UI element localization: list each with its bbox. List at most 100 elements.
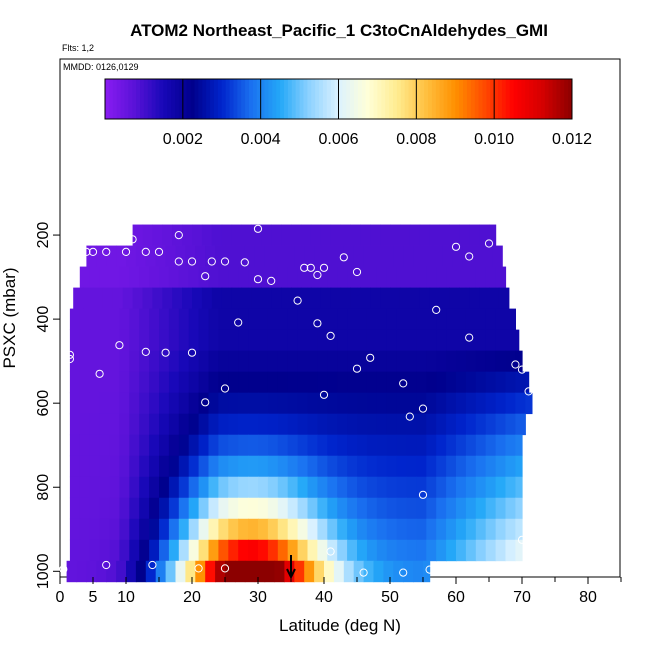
heatmap-cell	[314, 245, 325, 267]
heatmap-cell	[89, 308, 101, 331]
heatmap-cell	[159, 371, 170, 394]
heatmap-cell	[267, 455, 279, 478]
heatmap-cell	[109, 539, 120, 562]
heatmap-cell	[198, 434, 210, 457]
heatmap-cell	[69, 392, 81, 415]
observation-point	[326, 331, 335, 340]
heatmap-cell	[386, 455, 398, 478]
observation-point	[88, 247, 98, 256]
heatmap-cell	[79, 329, 91, 352]
heatmap-cell	[446, 413, 457, 436]
heatmap-cell	[515, 413, 526, 436]
heatmap-cell	[396, 434, 408, 457]
observation-point	[220, 384, 230, 393]
heatmap-cell	[436, 329, 447, 352]
heatmap-cell	[297, 539, 309, 562]
heatmap-cell	[347, 539, 358, 562]
heatmap-cell	[178, 476, 190, 499]
chart-title: ATOM2 Northeast_Pacific_1 C3toCnAldehyde…	[130, 21, 548, 40]
observation-point	[187, 257, 197, 266]
heatmap-cell	[149, 476, 160, 499]
colorbar-cell	[385, 79, 390, 119]
heatmap-cell	[168, 434, 180, 457]
heatmap-cell	[495, 350, 507, 373]
colorbar-cell	[252, 79, 258, 119]
heatmap-cell	[376, 266, 388, 288]
heatmap-cell	[386, 392, 398, 415]
heatmap-cell	[505, 518, 516, 541]
colorbar-cell	[287, 79, 293, 119]
heatmap-cell	[228, 266, 239, 288]
heatmap-cell	[89, 266, 101, 288]
heatmap-cell	[175, 560, 186, 583]
colorbar-cell	[357, 79, 363, 119]
heatmap-cell	[139, 371, 150, 394]
observation-point	[399, 568, 408, 577]
y-tick-label: 1000	[35, 553, 52, 589]
heatmap-cell	[168, 266, 180, 288]
heatmap-cell	[337, 413, 348, 436]
heatmap-cell	[505, 455, 516, 478]
heatmap-cell	[413, 560, 424, 583]
heatmap-cell	[475, 518, 487, 541]
heatmap-cell	[277, 518, 289, 541]
heatmap-cell	[139, 497, 150, 520]
heatmap-cell	[89, 497, 101, 520]
heatmap-cell	[218, 413, 229, 436]
heatmap-cell	[485, 392, 497, 415]
heatmap-cell	[287, 434, 299, 457]
observation-point	[141, 347, 150, 356]
heatmap-cell	[357, 329, 368, 352]
heatmap-cell	[195, 245, 206, 267]
heatmap-cell	[139, 350, 150, 373]
heatmap-cell	[287, 350, 299, 373]
heatmap-cell	[380, 287, 391, 310]
heatmap-cell	[386, 434, 398, 457]
heatmap-cell	[116, 245, 127, 267]
heatmap-cell	[132, 224, 144, 246]
heatmap-cell	[198, 413, 210, 436]
heatmap-cell	[505, 413, 516, 436]
colorbar-cell	[389, 79, 394, 119]
heatmap-cell	[258, 455, 269, 478]
heatmap-cell	[396, 539, 408, 562]
observation-point	[306, 263, 315, 272]
heatmap-cell	[485, 539, 497, 562]
colorbar-cell	[490, 79, 495, 119]
observation-point	[234, 318, 243, 327]
heatmap-cell	[119, 434, 130, 457]
heatmap-cell	[192, 287, 203, 310]
heatmap-cell	[485, 308, 497, 331]
heatmap-cell	[287, 497, 299, 520]
heatmap-cell	[459, 287, 470, 310]
colorbar-cell	[431, 79, 437, 119]
heatmap-cell	[307, 518, 318, 541]
heatmap-cell	[409, 287, 421, 310]
heatmap-cell	[106, 245, 117, 267]
colorbar-cell	[482, 79, 487, 119]
flights-note: Flts: 1,2	[62, 43, 94, 53]
heatmap-cell	[109, 455, 120, 478]
heatmap-cell	[485, 434, 497, 457]
heatmap-cell	[495, 476, 507, 499]
colorbar-cell	[361, 79, 367, 119]
heatmap-cell	[168, 476, 180, 499]
heatmap-cell	[304, 560, 315, 583]
heatmap-cell	[456, 518, 467, 541]
heatmap-cell	[178, 392, 190, 415]
heatmap-cell	[149, 539, 160, 562]
heatmap-cell	[347, 518, 358, 541]
heatmap-cell	[482, 245, 493, 267]
heatmap-cell	[218, 476, 229, 499]
heatmap-cell	[119, 476, 130, 499]
heatmap-cell	[109, 308, 120, 331]
heatmap-cell	[99, 371, 111, 394]
heatmap-cell	[248, 497, 259, 520]
observation-point	[121, 247, 131, 256]
heatmap-cell	[436, 266, 447, 288]
heatmap-cell	[475, 392, 487, 415]
colorbar-cell	[206, 79, 211, 119]
observation-point	[399, 379, 408, 388]
heatmap-cell	[324, 245, 335, 267]
colorbar-cell	[501, 79, 507, 119]
